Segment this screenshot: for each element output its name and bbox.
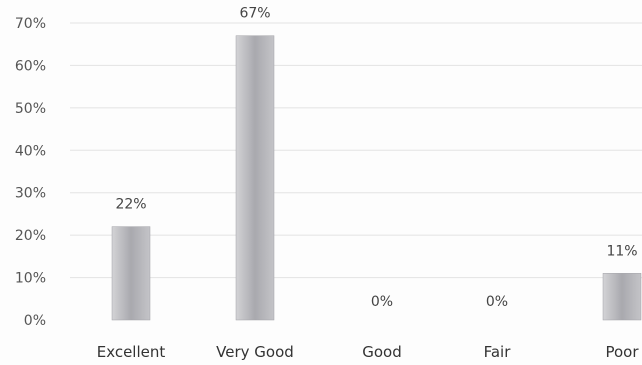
data-label: 67%: [239, 6, 270, 22]
y-tick-label: 20%: [15, 228, 46, 244]
bar-excellent: [111, 226, 151, 321]
y-tick-label: 0%: [24, 313, 46, 329]
data-label: 11%: [606, 243, 637, 259]
data-label: 22%: [115, 197, 146, 213]
y-tick-label: 10%: [15, 271, 46, 287]
category-label: Excellent: [97, 343, 166, 361]
y-tick-label: 60%: [15, 58, 46, 74]
category-label: Poor: [605, 343, 639, 361]
y-tick-label: 70%: [15, 16, 46, 32]
category-label: Good: [362, 343, 402, 361]
data-label: 0%: [486, 294, 508, 310]
x-axis-categories: Excellent Very Good Good Fair Poor: [97, 343, 640, 361]
data-label: 0%: [371, 294, 393, 310]
y-tick-label: 50%: [15, 101, 46, 117]
category-label: Fair: [484, 343, 512, 361]
bar-very-good: [235, 35, 275, 321]
gridlines: [70, 22, 642, 279]
category-label: Very Good: [216, 343, 294, 361]
y-tick-label: 30%: [15, 186, 46, 202]
y-axis-ticks: 0% 10% 20% 30% 40% 50% 60% 70%: [15, 16, 46, 329]
data-labels: 22% 67% 0% 0% 11%: [115, 6, 637, 310]
bars: [111, 35, 642, 321]
bar-poor: [602, 273, 642, 321]
y-tick-label: 40%: [15, 143, 46, 159]
